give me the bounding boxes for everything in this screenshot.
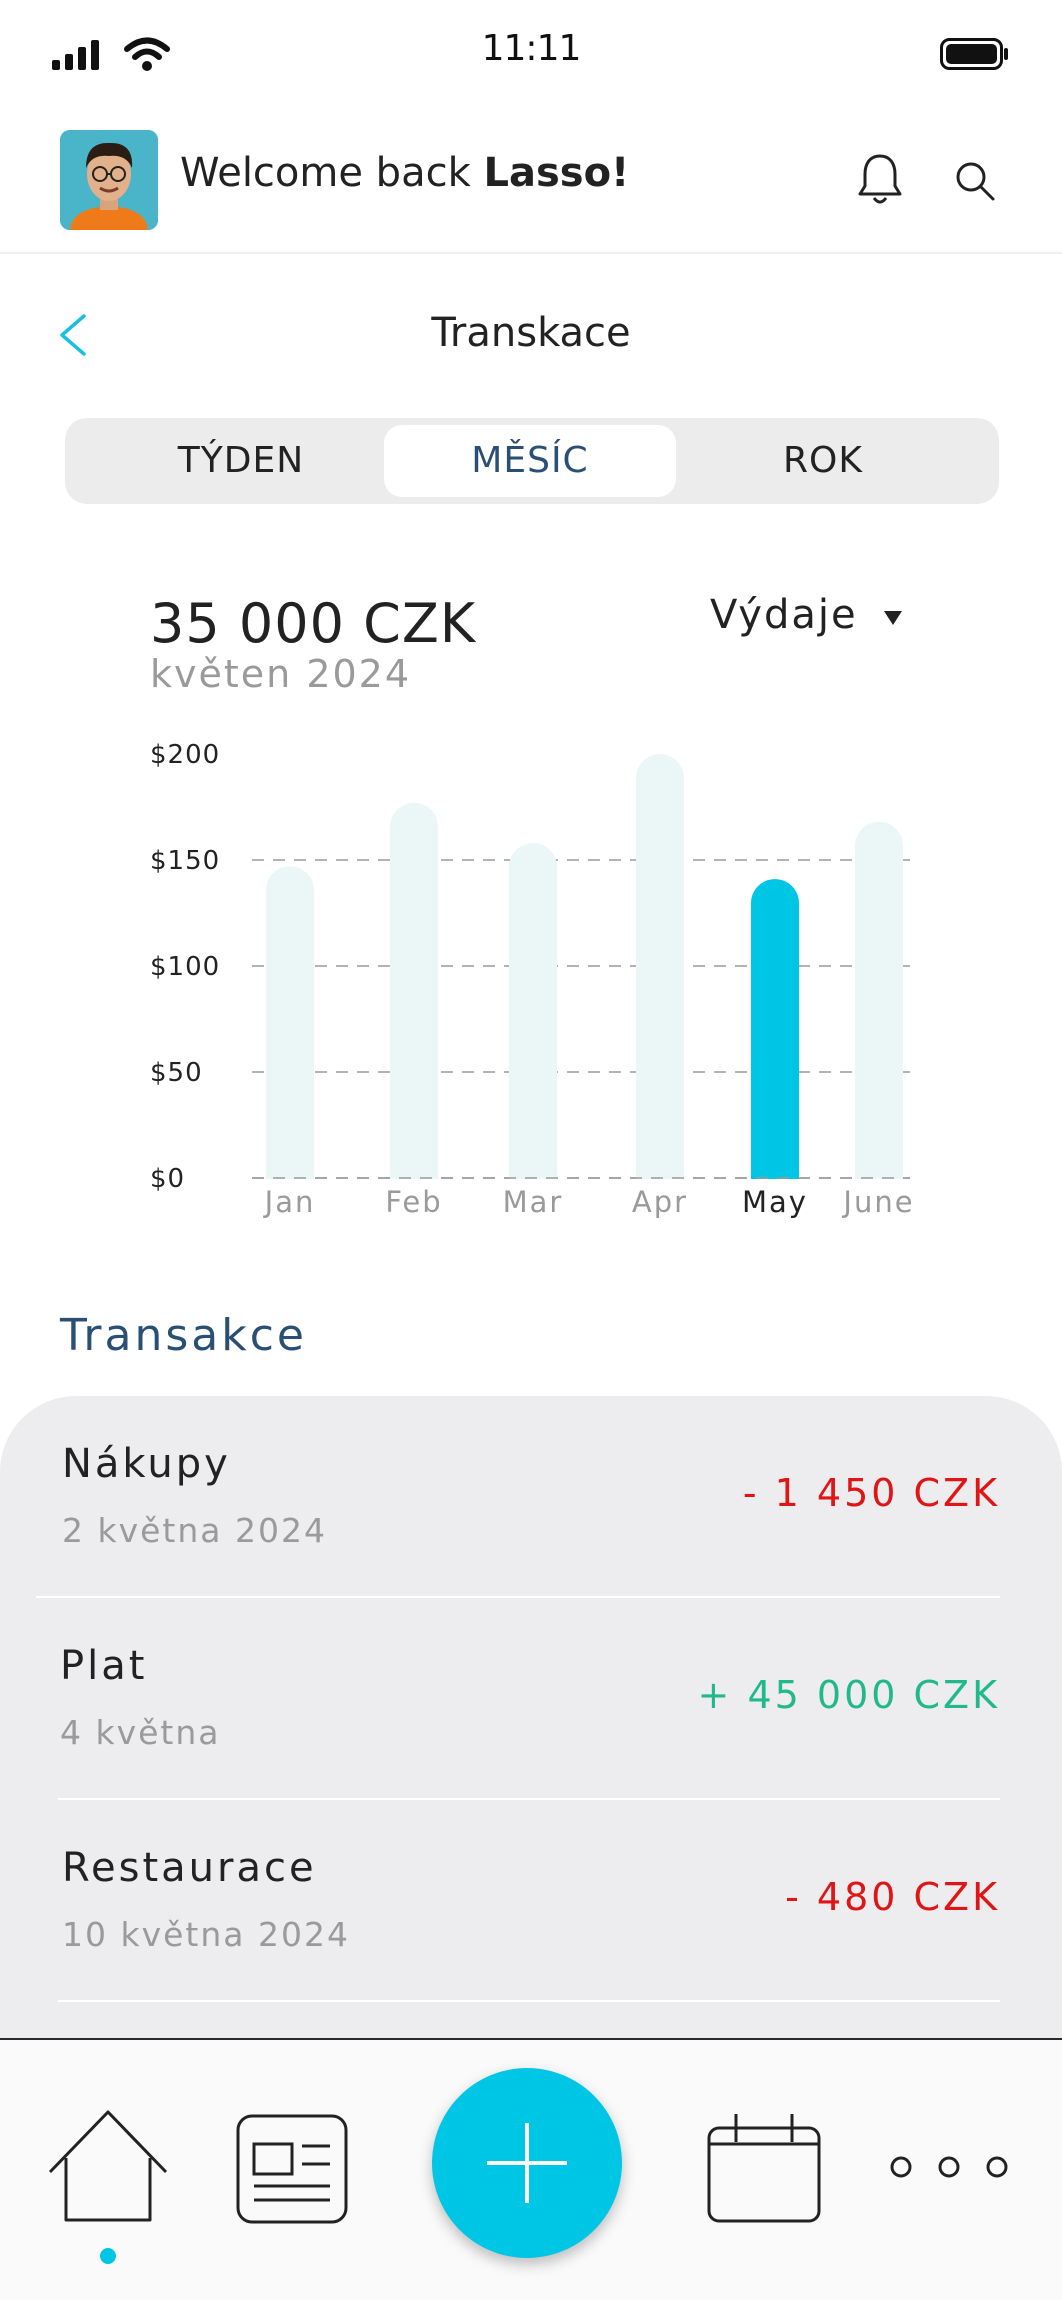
total-amount: 35 000 CZK [150, 592, 477, 655]
plus-icon [487, 2123, 567, 2203]
tab-year[interactable]: ROK [783, 440, 863, 481]
bar-base-mask [507, 1179, 559, 1209]
y-tick-label: $150 [150, 846, 220, 876]
calendar-icon[interactable] [706, 2110, 822, 2224]
transactions-panel: Nákupy 2 května 2024 - 1 450 CZK Plat 4 … [0, 1396, 1062, 2056]
period-label: květen 2024 [150, 652, 412, 696]
bar-may[interactable] [751, 879, 799, 1202]
bar-june[interactable] [855, 821, 903, 1202]
transaction-date: 10 května 2024 [62, 1915, 350, 1954]
transaction-name: Restaurace [62, 1845, 317, 1891]
more-icon[interactable] [886, 2152, 1012, 2182]
transaction-amount: - 1 450 CZK [742, 1471, 1000, 1515]
bar-base-mask [634, 1179, 686, 1209]
search-icon[interactable] [954, 160, 996, 202]
wifi-icon [124, 37, 170, 71]
user-name: Lasso! [483, 150, 630, 196]
welcome-text: Welcome back Lasso! [180, 150, 629, 196]
x-tick-label: Jan [263, 1185, 316, 1219]
x-tick-label: May [742, 1185, 808, 1219]
bar-apr[interactable] [636, 754, 684, 1202]
bar-base-mask [853, 1179, 905, 1209]
add-transaction-button[interactable] [432, 2068, 622, 2258]
row-divider [58, 2000, 1000, 2002]
filter-label: Výdaje [710, 592, 858, 638]
bar-mar[interactable] [509, 843, 557, 1202]
transaction-row[interactable]: Plat 4 května + 45 000 CZK [0, 1598, 1062, 1800]
bar-jan[interactable] [266, 866, 314, 1202]
bar-base-mask [388, 1179, 440, 1209]
status-time: 11:11 [481, 28, 582, 69]
transaction-amount: - 480 CZK [785, 1875, 1000, 1919]
x-tick-label: June [841, 1185, 914, 1219]
transaction-date: 2 května 2024 [62, 1511, 327, 1550]
x-tick-label: Apr [632, 1185, 688, 1219]
tab-month[interactable]: MĚSÍC [384, 425, 676, 497]
bell-icon[interactable] [856, 152, 904, 206]
transaction-name: Nákupy [62, 1441, 231, 1487]
active-indicator [100, 2248, 116, 2264]
header-divider [0, 252, 1062, 254]
spending-bar-chart: $0 $50 $100 $150 $200 Jan Feb Mar Apr May June [150, 740, 914, 1219]
welcome-prefix: Welcome back [180, 150, 484, 196]
x-tick-label: Mar [503, 1185, 564, 1219]
y-tick-label: $0 [150, 1164, 185, 1194]
status-bar: 11:11 [0, 0, 1062, 100]
transactions-title: Transakce [60, 1310, 307, 1361]
bar-base-mask [749, 1179, 801, 1209]
bar-feb[interactable] [390, 802, 438, 1202]
news-icon[interactable] [236, 2114, 348, 2224]
back-chevron-icon[interactable] [56, 312, 90, 358]
transaction-row[interactable]: Restaurace 10 května 2024 - 480 CZK [0, 1800, 1062, 2002]
tab-week[interactable]: TÝDEN [177, 440, 305, 481]
y-tick-label: $50 [150, 1058, 203, 1088]
transaction-amount: + 45 000 CZK [697, 1673, 1000, 1717]
row-divider [36, 1596, 1000, 1598]
page-title: Transkace [431, 310, 631, 356]
signal-icon [52, 40, 99, 70]
y-tick-label: $100 [150, 952, 220, 982]
y-tick-label: $200 [150, 740, 220, 770]
transaction-date: 4 května [60, 1713, 221, 1752]
avatar[interactable] [60, 130, 158, 230]
bar-base-mask [264, 1179, 316, 1209]
period-segmented-control: TÝDEN MĚSÍC ROK [65, 418, 999, 504]
expense-filter-dropdown[interactable]: Výdaje [710, 592, 904, 638]
caret-down-icon [884, 611, 903, 625]
transaction-name: Plat [60, 1643, 148, 1689]
x-tick-label: Feb [385, 1185, 442, 1219]
home-icon[interactable] [46, 2108, 170, 2224]
row-divider [58, 1798, 1000, 1800]
battery-icon [940, 38, 1008, 70]
transaction-row[interactable]: Nákupy 2 května 2024 - 1 450 CZK [0, 1396, 1062, 1598]
